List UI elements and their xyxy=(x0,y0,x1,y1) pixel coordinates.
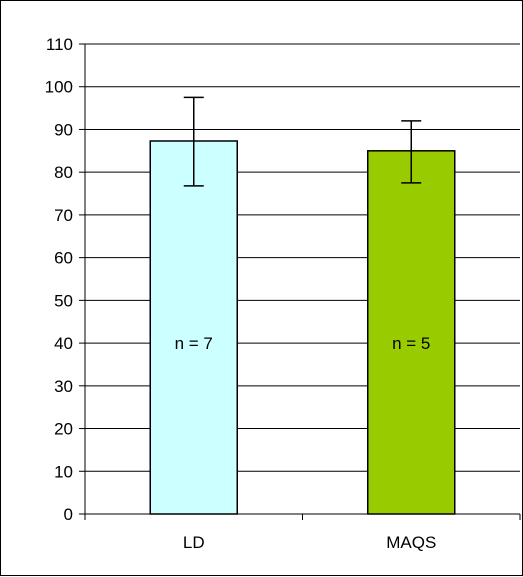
y-tick-label: 40 xyxy=(54,334,73,353)
y-tick-label: 20 xyxy=(54,420,73,439)
y-tick-label: 0 xyxy=(64,505,73,524)
x-tick-label: MAQS xyxy=(386,533,436,552)
bar-label: n = 7 xyxy=(175,334,213,353)
y-tick-label: 10 xyxy=(54,462,73,481)
y-axis: 0 10 20 30 40 50 60 70 80 90 100 110 xyxy=(45,35,86,524)
bars: n = 7 n = 5 xyxy=(149,140,456,515)
bar xyxy=(149,140,238,515)
y-tick-label: 50 xyxy=(54,291,73,310)
x-axis: LD MAQS xyxy=(84,513,521,552)
error-bars xyxy=(183,96,422,187)
y-tick-label: 110 xyxy=(46,35,73,54)
bar xyxy=(367,150,456,515)
y-tick-label: 80 xyxy=(54,163,73,182)
y-tick-label: 100 xyxy=(45,78,73,97)
y-tick-label: 70 xyxy=(54,206,73,225)
y-tick-label: 30 xyxy=(54,377,73,396)
x-tick-label: LD xyxy=(183,533,205,552)
bar-label: n = 5 xyxy=(392,334,430,353)
y-tick-label: 90 xyxy=(54,120,73,139)
y-tick-label: 60 xyxy=(54,249,73,268)
